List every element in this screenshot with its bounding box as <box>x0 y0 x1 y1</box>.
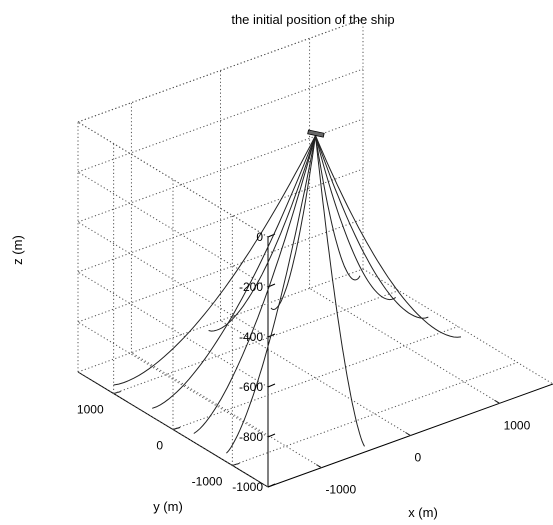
grid-line <box>77 18 364 123</box>
mooring-line <box>315 135 462 338</box>
y-axis-label: y (m) <box>153 499 183 514</box>
z-tick-label: -600 <box>239 380 263 394</box>
x-tick-label: -1000 <box>325 483 356 497</box>
mooring-line <box>315 135 365 447</box>
grid-line <box>220 320 411 436</box>
mooring-line <box>113 135 316 386</box>
z-tick-label: -1000 <box>232 480 263 494</box>
grid-line <box>309 287 500 404</box>
mooring-line <box>315 135 396 301</box>
chart-title: the initial position of the ship <box>231 12 394 27</box>
z-tick-label: -400 <box>239 330 263 344</box>
grid-line <box>362 268 553 385</box>
x-tick-label: 0 <box>415 451 422 465</box>
mooring-line <box>193 135 316 434</box>
z-tick-mark <box>267 483 276 488</box>
grid-line <box>232 361 518 466</box>
grid-line <box>77 171 269 288</box>
mooring-line <box>152 135 316 409</box>
z-axis-label: z (m) <box>10 235 25 265</box>
grid-line <box>172 326 459 430</box>
mooring-line <box>270 135 316 311</box>
mooring-lines <box>113 129 462 454</box>
grid-line <box>77 121 269 238</box>
axes-frame <box>77 233 553 488</box>
grid-line <box>77 168 364 273</box>
mooring-line <box>315 135 429 319</box>
y-tick-label: -1000 <box>192 474 223 488</box>
z-tick-mark <box>267 383 276 388</box>
x-axis-label: x (m) <box>408 505 438 520</box>
z-tick-label: -800 <box>239 430 263 444</box>
grid-line <box>131 352 322 469</box>
grid-line <box>77 371 269 488</box>
grid-line <box>77 321 269 438</box>
ship-marker <box>307 129 325 138</box>
grid-line <box>77 218 364 323</box>
y-tick-label: 0 <box>156 439 163 453</box>
grid-line <box>77 68 364 173</box>
z-tick-mark <box>267 433 276 438</box>
y-tick-label: 1000 <box>77 403 104 417</box>
grid-line <box>77 221 269 338</box>
mooring-line <box>226 135 316 454</box>
mooring-line <box>208 135 316 332</box>
grid <box>77 18 553 488</box>
z-tick-label: -200 <box>239 280 263 294</box>
z-tick-label: 0 <box>256 230 263 244</box>
mooring-line <box>315 135 361 281</box>
tick-labels: 0 -200 -400 -600 -800 -1000 -1000 0 1000 -1000 0 10… <box>77 230 531 497</box>
x-tick-label: 1000 <box>504 418 531 432</box>
